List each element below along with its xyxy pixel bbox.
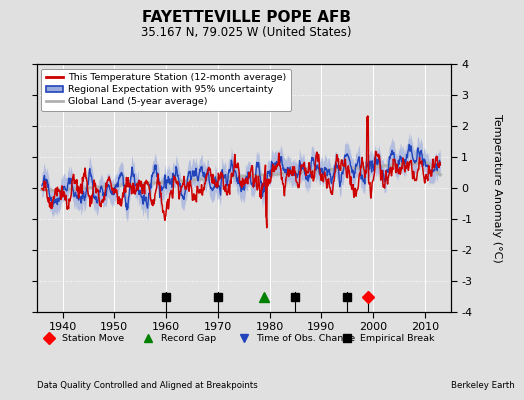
Text: Time of Obs. Change: Time of Obs. Change — [256, 334, 355, 343]
Y-axis label: Temperature Anomaly (°C): Temperature Anomaly (°C) — [492, 114, 501, 262]
Text: Empirical Break: Empirical Break — [359, 334, 434, 343]
Text: FAYETTEVILLE POPE AFB: FAYETTEVILLE POPE AFB — [142, 10, 351, 25]
Text: Berkeley Earth: Berkeley Earth — [451, 381, 515, 390]
Legend: This Temperature Station (12-month average), Regional Expectation with 95% uncer: This Temperature Station (12-month avera… — [41, 69, 291, 111]
Text: Data Quality Controlled and Aligned at Breakpoints: Data Quality Controlled and Aligned at B… — [37, 381, 257, 390]
Text: 35.167 N, 79.025 W (United States): 35.167 N, 79.025 W (United States) — [141, 26, 352, 39]
Text: Station Move: Station Move — [61, 334, 124, 343]
Text: Record Gap: Record Gap — [161, 334, 216, 343]
